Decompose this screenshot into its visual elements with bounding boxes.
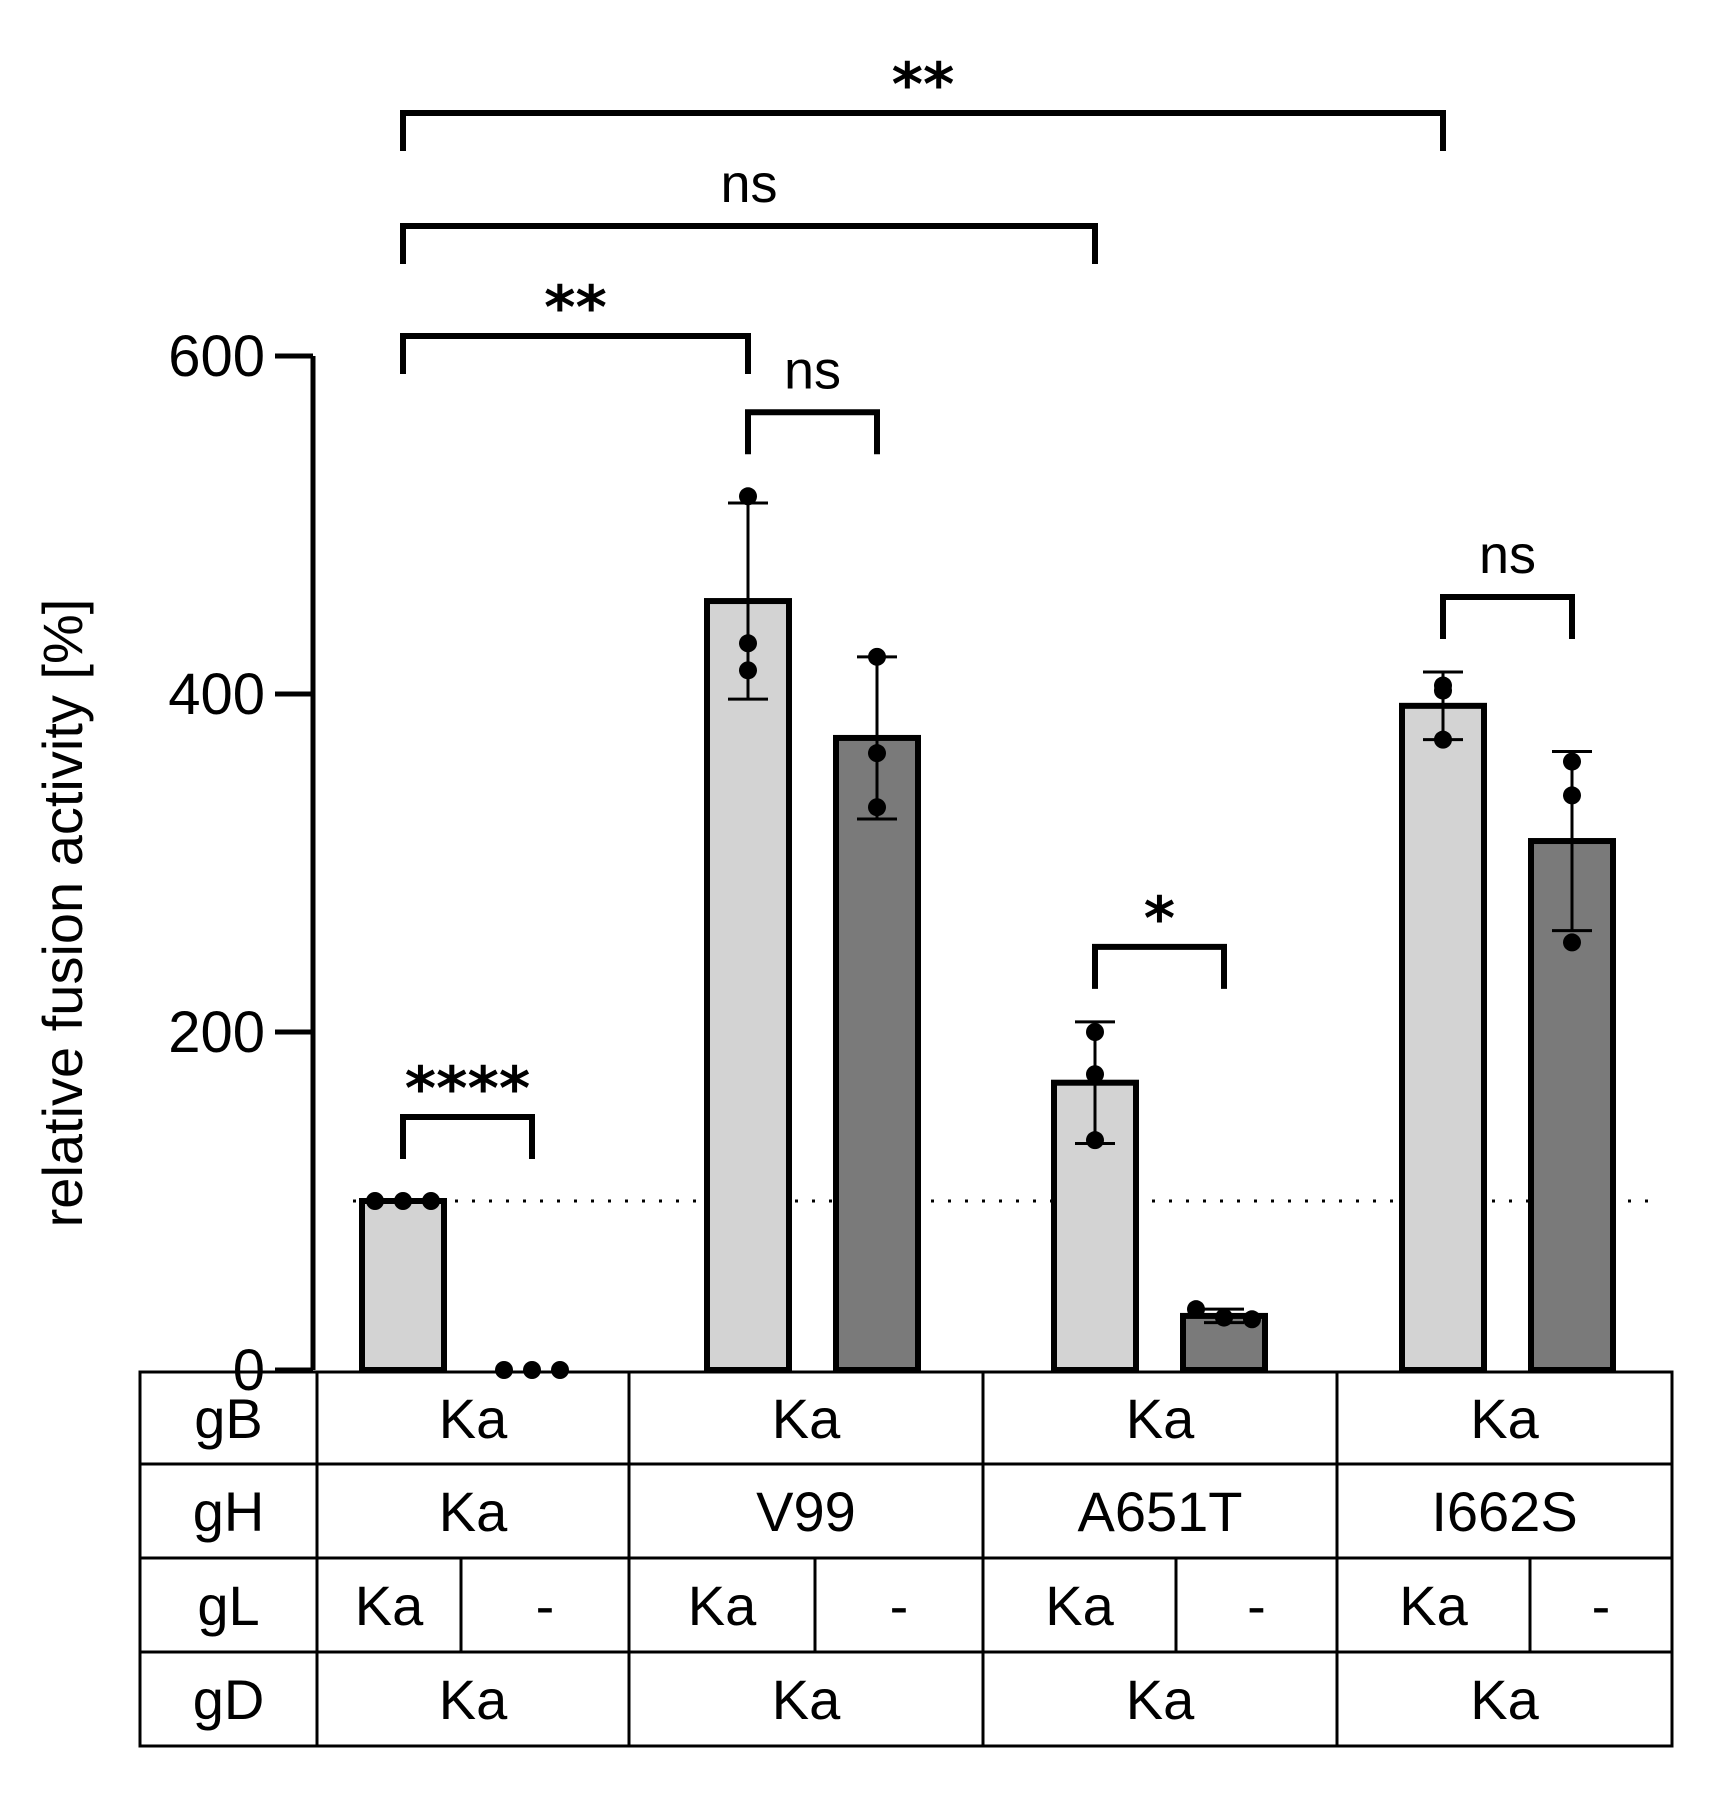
significance-label: ns <box>720 154 777 214</box>
significance-label: **** <box>405 1054 531 1124</box>
data-point <box>1434 730 1452 749</box>
data-point <box>1086 1065 1104 1084</box>
significance-label: ns <box>784 340 841 400</box>
data-point <box>1187 1300 1205 1319</box>
table-cell-gB: Ka <box>1126 1387 1195 1450</box>
table-row-label: gD <box>193 1668 265 1731</box>
data-point <box>868 798 886 817</box>
table-cell-gL: - <box>536 1574 555 1637</box>
table-cell-gL: Ka <box>688 1574 757 1637</box>
table-cell-gL: - <box>1592 1574 1611 1637</box>
y-tick-label: 200 <box>168 1000 265 1065</box>
table-cell-gD: Ka <box>772 1668 841 1731</box>
significance-bracket <box>400 1114 535 1159</box>
data-point <box>739 661 757 680</box>
data-point <box>1086 1131 1104 1150</box>
data-point <box>1563 752 1581 771</box>
table-cell-gL: - <box>890 1574 909 1637</box>
data-point <box>366 1192 384 1210</box>
table-cell-gB: Ka <box>772 1387 841 1450</box>
significance-bracket <box>1092 943 1227 989</box>
significance-bracket <box>745 409 880 455</box>
significance-label: ** <box>544 273 607 343</box>
data-point <box>1563 933 1581 952</box>
bar <box>1399 702 1487 1373</box>
bars-group <box>359 487 1616 1379</box>
table-cell-gL: Ka <box>1399 1574 1468 1637</box>
data-point <box>1434 681 1452 700</box>
table-row-label: gL <box>197 1574 259 1637</box>
table-cell-gH: Ka <box>439 1480 508 1543</box>
table-cell-gL: Ka <box>355 1574 424 1637</box>
table-cell-gH: V99 <box>756 1480 856 1543</box>
bar <box>704 598 792 1373</box>
data-point <box>1086 1023 1104 1041</box>
table-cell-gH: I662S <box>1431 1480 1577 1543</box>
y-tick-label: 600 <box>168 324 265 389</box>
y-axis-label: relative fusion activity [%] <box>31 599 94 1228</box>
data-point <box>1215 1308 1233 1327</box>
data-point <box>551 1361 569 1379</box>
significance-bracket <box>400 223 1098 264</box>
data-point <box>739 634 757 653</box>
table-cell-gL: - <box>1247 1574 1266 1637</box>
data-point <box>1563 786 1581 805</box>
significance-bracket <box>400 333 751 374</box>
significance-label: ns <box>1479 525 1536 585</box>
significance-bracket <box>400 110 1446 151</box>
table-cell-gH: A651T <box>1078 1480 1243 1543</box>
table-cell-gB: Ka <box>439 1387 508 1450</box>
data-point <box>868 647 886 666</box>
data-point <box>1243 1310 1261 1329</box>
table-cell-gD: Ka <box>1126 1668 1195 1731</box>
table-row-label: gH <box>193 1480 265 1543</box>
table-cell-gD: Ka <box>439 1668 508 1731</box>
data-point <box>422 1192 440 1210</box>
significance-bracket <box>1440 594 1575 640</box>
data-point <box>394 1192 412 1210</box>
y-tick-label: 400 <box>168 662 265 727</box>
significance-brackets: **** ns * ns ** ns ** <box>400 50 1575 1159</box>
table-row-label: gB <box>194 1387 263 1450</box>
data-point <box>523 1361 541 1379</box>
data-point <box>739 487 757 506</box>
table-cell-gL: Ka <box>1045 1574 1114 1637</box>
bar <box>359 1198 447 1373</box>
table-cell-gB: Ka <box>1470 1387 1539 1450</box>
data-point <box>495 1361 513 1379</box>
bar <box>833 734 921 1373</box>
significance-label: ** <box>892 50 955 120</box>
table-cell-gD: Ka <box>1470 1668 1539 1731</box>
data-point <box>868 744 886 763</box>
significance-label: * <box>1144 884 1175 954</box>
